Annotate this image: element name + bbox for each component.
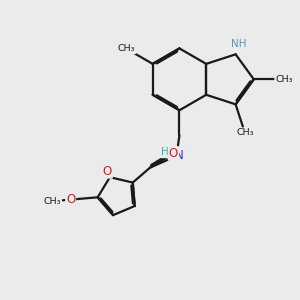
Text: H: H bbox=[161, 147, 169, 158]
Text: CH₃: CH₃ bbox=[44, 196, 61, 206]
Text: CH₃: CH₃ bbox=[236, 128, 254, 137]
Text: O: O bbox=[103, 165, 112, 178]
Text: N: N bbox=[175, 149, 183, 162]
Text: CH₃: CH₃ bbox=[275, 75, 292, 84]
Text: CH₃: CH₃ bbox=[118, 44, 135, 53]
Text: O: O bbox=[66, 193, 75, 206]
Text: O: O bbox=[169, 147, 178, 160]
Text: NH: NH bbox=[231, 39, 247, 49]
